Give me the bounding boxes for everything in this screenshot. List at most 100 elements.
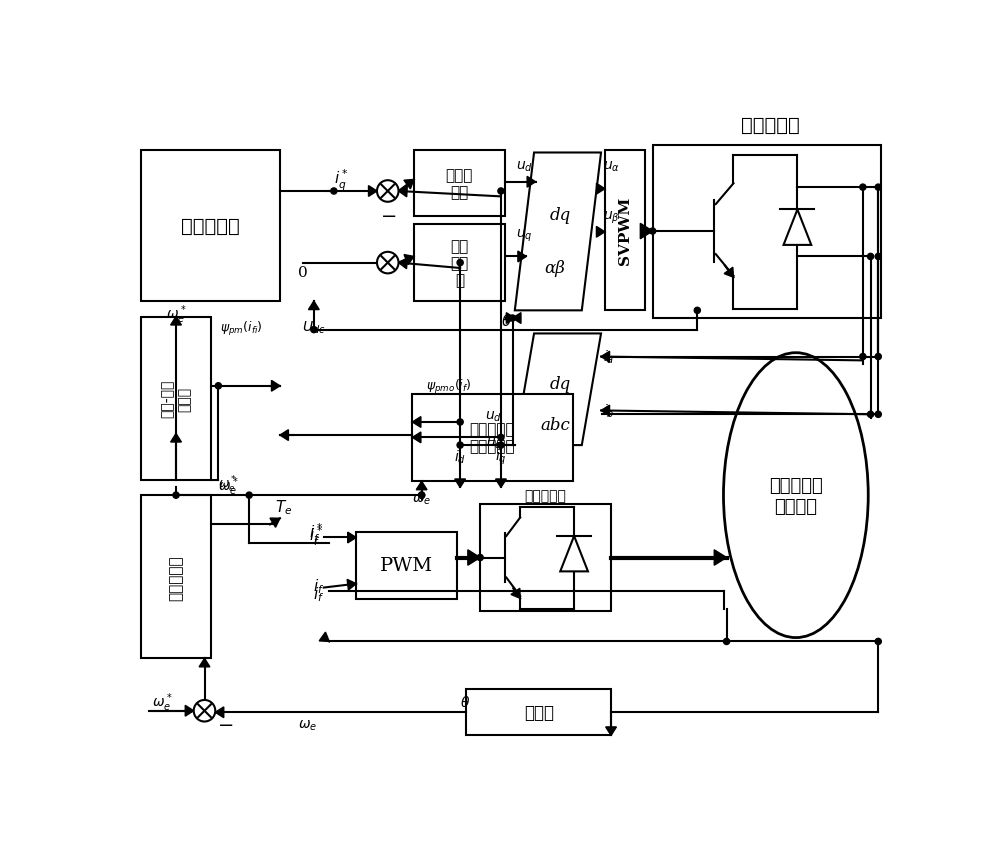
Polygon shape [348, 532, 356, 543]
Polygon shape [606, 727, 616, 735]
Polygon shape [518, 251, 526, 263]
Bar [653, 146, 881, 319]
Text: 自适应永磁
磁链观测器: 自适应永磁 磁链观测器 [470, 422, 515, 454]
Circle shape [498, 435, 504, 441]
Text: 电流调
节器: 电流调 节器 [446, 168, 473, 201]
Circle shape [377, 252, 399, 274]
Text: −: − [218, 715, 234, 734]
Text: αβ: αβ [544, 260, 565, 277]
Polygon shape [601, 406, 610, 417]
Ellipse shape [723, 353, 868, 638]
Text: $\omega_e^*$: $\omega_e^*$ [166, 304, 186, 326]
Polygon shape [399, 258, 407, 269]
Polygon shape [271, 381, 280, 392]
Text: $i_a$: $i_a$ [603, 349, 615, 366]
Text: $\omega_e^*$: $\omega_e^*$ [218, 474, 237, 495]
Text: abc: abc [540, 417, 570, 433]
Text: 电流
调节
器: 电流 调节 器 [450, 238, 468, 288]
Circle shape [457, 260, 463, 266]
Polygon shape [416, 481, 427, 490]
Circle shape [246, 492, 252, 499]
Polygon shape [455, 480, 466, 488]
Text: $\omega_e^*$: $\omega_e^*$ [152, 691, 173, 713]
Text: SVPWM: SVPWM [618, 197, 632, 265]
Bar [466, 690, 611, 735]
Polygon shape [527, 177, 536, 188]
Text: $u_q$: $u_q$ [516, 227, 533, 244]
Polygon shape [640, 224, 653, 239]
Circle shape [215, 383, 221, 389]
Polygon shape [399, 187, 407, 197]
Polygon shape [560, 536, 588, 572]
Text: $\omega_e$: $\omega_e$ [412, 492, 431, 506]
Circle shape [875, 639, 881, 645]
Text: PWM: PWM [380, 556, 433, 574]
Text: $u_d$: $u_d$ [516, 159, 533, 174]
Circle shape [875, 254, 881, 260]
Text: $i_f^*$: $i_f^*$ [309, 521, 324, 544]
Bar [605, 151, 645, 311]
Text: −: − [360, 254, 377, 272]
Circle shape [311, 327, 317, 333]
Polygon shape [215, 707, 224, 718]
Polygon shape [468, 550, 480, 566]
Bar [141, 496, 211, 659]
Polygon shape [171, 434, 181, 443]
Polygon shape [512, 313, 521, 324]
Text: $u_q$: $u_q$ [486, 437, 502, 453]
Polygon shape [404, 255, 414, 265]
Text: $i_q$: $i_q$ [495, 448, 507, 467]
Text: $U_{dc}$: $U_{dc}$ [302, 319, 326, 336]
Polygon shape [596, 227, 605, 238]
Bar [356, 532, 457, 599]
Text: $\omega_e^*$: $\omega_e^*$ [218, 475, 239, 498]
Circle shape [509, 316, 516, 322]
Circle shape [477, 554, 483, 561]
Polygon shape [515, 153, 601, 311]
Bar [414, 151, 505, 217]
Circle shape [694, 308, 700, 314]
Text: dq: dq [550, 375, 571, 393]
Circle shape [498, 189, 504, 195]
Text: $T_e$: $T_e$ [275, 498, 293, 517]
Circle shape [173, 492, 179, 499]
Text: 0: 0 [298, 265, 308, 280]
Circle shape [875, 412, 881, 418]
Polygon shape [199, 659, 210, 667]
Polygon shape [496, 480, 506, 488]
Text: 定子永磁型
记忆电机: 定子永磁型 记忆电机 [769, 476, 823, 515]
Text: $i_f$: $i_f$ [313, 585, 324, 604]
Polygon shape [724, 268, 733, 278]
Polygon shape [412, 417, 421, 428]
Text: 速度-永磁
磁链表: 速度-永磁 磁链表 [161, 380, 191, 418]
Circle shape [331, 189, 337, 195]
Circle shape [875, 354, 881, 360]
Polygon shape [347, 579, 356, 591]
Polygon shape [515, 334, 601, 446]
Text: $\theta$: $\theta$ [501, 313, 512, 329]
Polygon shape [601, 352, 610, 362]
Circle shape [419, 492, 425, 499]
Text: $i_q^*$: $i_q^*$ [334, 168, 348, 193]
Text: dq: dq [550, 207, 571, 223]
Text: −: − [381, 208, 397, 226]
Text: $u_\alpha$: $u_\alpha$ [603, 159, 620, 174]
Polygon shape [412, 432, 421, 443]
Bar [480, 505, 611, 611]
Polygon shape [280, 430, 288, 441]
Circle shape [377, 181, 399, 202]
Polygon shape [171, 317, 181, 325]
Polygon shape [319, 632, 329, 641]
Circle shape [860, 185, 866, 191]
Polygon shape [506, 313, 515, 324]
Circle shape [457, 443, 463, 449]
Text: 速度调节器: 速度调节器 [169, 554, 184, 600]
Text: $\psi_{pm}(i_{fi})$: $\psi_{pm}(i_{fi})$ [220, 319, 263, 338]
Polygon shape [784, 210, 811, 245]
Circle shape [875, 185, 881, 191]
Polygon shape [404, 180, 414, 189]
Polygon shape [270, 518, 280, 528]
Polygon shape [511, 589, 520, 598]
Circle shape [867, 254, 874, 260]
Circle shape [867, 412, 874, 418]
